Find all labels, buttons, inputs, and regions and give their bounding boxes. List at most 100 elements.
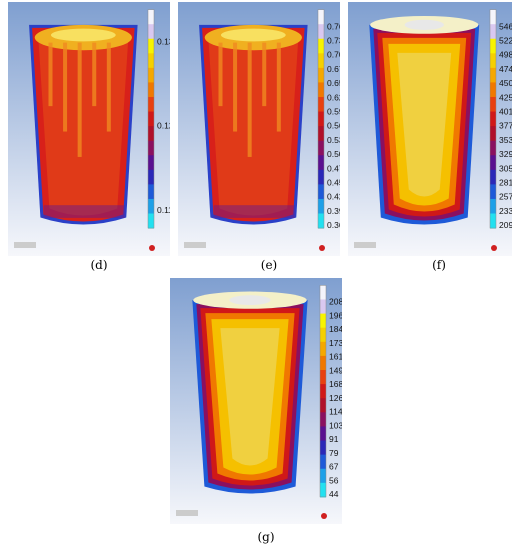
colorbar-swatch (318, 24, 324, 40)
logo (321, 513, 327, 519)
hot-core (220, 28, 286, 42)
legend-text-block (176, 510, 198, 516)
colorbar-swatch (490, 126, 496, 142)
simulation-panel: 0.76 0.73 0.70 0.67 0.65 0.62 0.59 0.56 0.53 0.50… (178, 2, 340, 256)
colorbar-swatch (148, 53, 154, 69)
colorbar-label: 546 (499, 21, 512, 31)
colorbar-label: 0.13 (157, 37, 170, 47)
colorbar-swatch (318, 82, 324, 98)
colorbar-swatch (148, 140, 154, 156)
colorbar-frame (319, 285, 327, 498)
colorbar-label: 161 (329, 352, 342, 362)
simulation-panel: 0.13 0.12 0.11 (8, 2, 170, 256)
colorbar-swatch (318, 213, 324, 229)
colorbar-label: 79 (329, 448, 339, 458)
colorbar-swatch (318, 111, 324, 127)
colorbar-label: 56 (329, 475, 339, 485)
colorbar-label: 0.70 (327, 50, 340, 60)
colorbar-label: 0.53 (327, 135, 340, 145)
colorbar-swatch (148, 9, 154, 25)
colorbar-label: 0.12 (157, 121, 170, 131)
colorbar-label: 450 (499, 78, 512, 88)
colorbar-swatch (490, 38, 496, 54)
colorbar-swatch (318, 155, 324, 171)
colorbar-swatch (490, 198, 496, 214)
colorbar-label: 257 (499, 192, 512, 202)
streak (276, 42, 281, 132)
colorbar-swatch (148, 38, 154, 54)
simulation-panel: 546 522 498 474 450 425 401 377 353 329 305 281 257 2… (348, 2, 512, 256)
colorbar-swatch (318, 184, 324, 200)
colorbar-label: 305 (499, 163, 512, 173)
colorbar-label: 103 (329, 420, 342, 430)
colorbar-label: 0.45 (327, 178, 340, 188)
colorbar-swatch (318, 126, 324, 142)
streak (92, 42, 97, 107)
colorbar-swatch (490, 213, 496, 229)
colorbar-label: 149 (329, 365, 342, 375)
colorbar-swatch (320, 426, 326, 442)
logo (149, 245, 155, 251)
streak (233, 42, 238, 132)
colorbar-label: 498 (499, 50, 512, 60)
cup-contour (397, 52, 452, 197)
colorbar-label: 114 (329, 407, 342, 417)
colorbar-swatch (490, 184, 496, 200)
hot-core (50, 28, 116, 42)
colorbar-label: 0.11 (157, 205, 170, 215)
colorbar-label: 0.42 (327, 192, 340, 202)
colorbar-swatch (320, 384, 326, 399)
colorbar-label: 0.73 (327, 36, 340, 46)
logo (491, 245, 497, 251)
colorbar-swatch (490, 96, 496, 113)
colorbar-label: 0.50 (327, 149, 340, 159)
colorbar-swatch (320, 482, 326, 498)
colorbar-swatch (318, 198, 324, 214)
panel-caption: (e) (260, 258, 278, 272)
colorbar-label: 168 (329, 379, 342, 389)
legend-text-block (14, 242, 36, 248)
streak (106, 42, 111, 132)
colorbar-label: 329 (499, 149, 512, 159)
colorbar-label: 0.39 (327, 206, 340, 216)
colorbar-frame (147, 9, 155, 229)
colorbar-swatch (320, 398, 326, 413)
colorbar-swatch (320, 370, 326, 385)
panel-caption: (f) (432, 258, 446, 272)
colorbar-label: 474 (499, 64, 512, 74)
colorbar-label: 0.62 (327, 92, 340, 102)
colorbar-label: 67 (329, 462, 339, 472)
colorbar-swatch (320, 327, 326, 343)
colorbar-label: 425 (499, 92, 512, 102)
colorbar-label: 281 (499, 178, 512, 188)
top-core (404, 19, 444, 30)
streak (262, 42, 267, 107)
panel-caption: (d) (90, 258, 108, 272)
colorbar-swatch (320, 468, 326, 484)
colorbar-swatch (490, 169, 496, 185)
colorbar-label: 209 (499, 220, 512, 230)
streak (247, 42, 252, 157)
colorbar-swatch (490, 82, 496, 98)
colorbar-swatch (490, 67, 496, 83)
colorbar-label: 0.65 (327, 78, 340, 88)
colorbar-swatch (148, 82, 154, 98)
cup-contour (220, 328, 280, 466)
cup-contour (208, 33, 299, 216)
colorbar-swatch (490, 140, 496, 156)
colorbar-label: 0.47 (327, 163, 340, 173)
logo (319, 245, 325, 251)
colorbar-label: 0.56 (327, 121, 340, 131)
colorbar-label: 0.36 (327, 220, 340, 230)
colorbar-label: 353 (499, 135, 512, 145)
colorbar-swatch (490, 155, 496, 171)
colorbar-swatch (490, 111, 496, 127)
colorbar-swatch (320, 355, 326, 371)
colorbar-label: 233 (499, 206, 512, 216)
legend-text-block (184, 242, 206, 248)
colorbar-swatch (148, 213, 154, 229)
colorbar-swatch (318, 169, 324, 185)
colorbar-label: 173 (329, 338, 342, 348)
colorbar-swatch (148, 96, 154, 113)
